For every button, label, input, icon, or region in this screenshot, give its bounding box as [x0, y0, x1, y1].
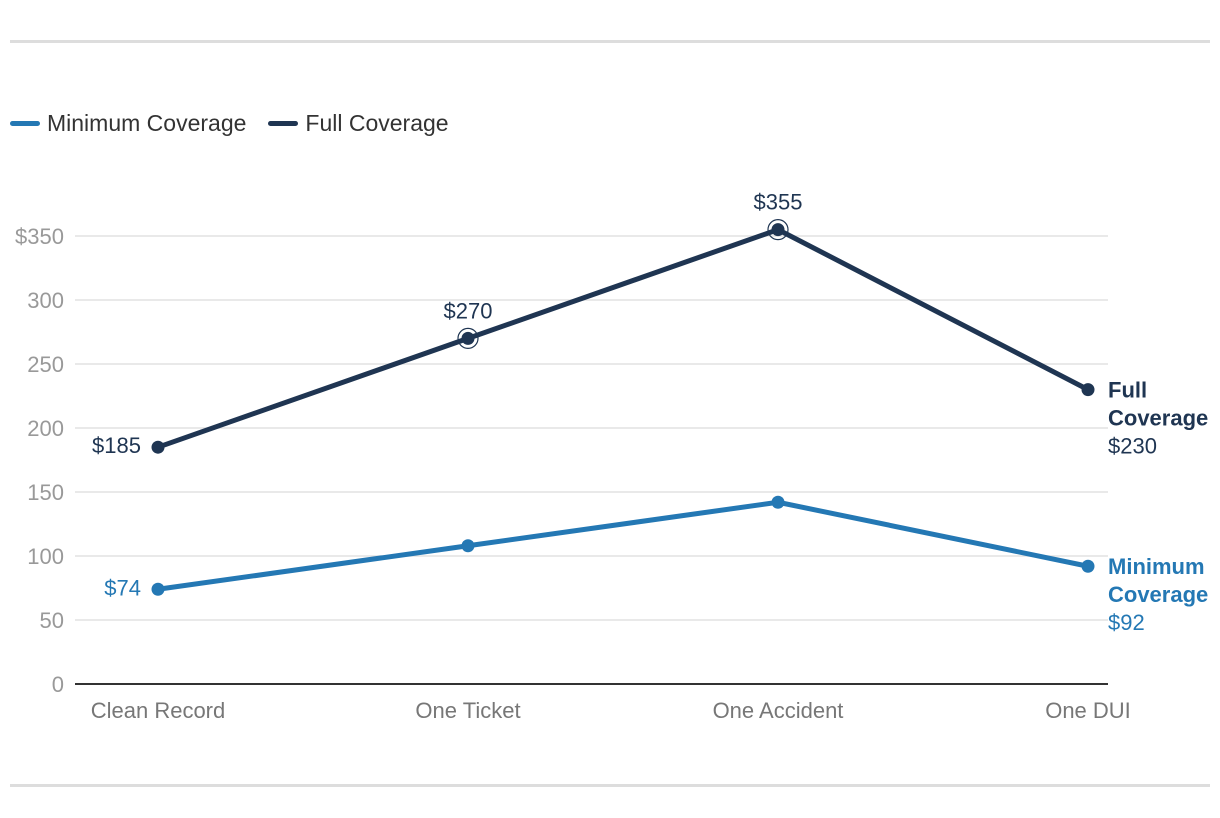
- data-point-minimum-coverage-one-ticket[interactable]: [461, 539, 475, 553]
- data-label-full-coverage-one-ticket: $270: [444, 298, 493, 323]
- data-point-full-coverage-one-ticket[interactable]: [461, 331, 475, 345]
- y-tick-label-50: 50: [40, 608, 64, 633]
- point-halo-full-coverage-1: [457, 327, 479, 349]
- y-tick-label-100: 100: [27, 544, 64, 569]
- bottom-divider: [10, 784, 1210, 787]
- data-point-minimum-coverage-clean-record[interactable]: [151, 582, 165, 596]
- end-label-minimum-coverage-line2: Coverage: [1108, 582, 1208, 607]
- y-tick-label-300: 300: [27, 288, 64, 313]
- series-line-minimum-coverage: [155, 499, 1091, 592]
- legend-label-minimum-coverage: Minimum Coverage: [47, 110, 247, 136]
- legend-swatch-full-coverage: [268, 121, 299, 126]
- x-tick-label-one-ticket: One Ticket: [415, 698, 520, 723]
- legend: Minimum Coverage Full Coverage: [10, 110, 449, 137]
- x-tick-label-one-accident: One Accident: [713, 698, 844, 723]
- end-label-full-coverage-line1: Full: [1108, 378, 1147, 403]
- legend-label-full-coverage: Full Coverage: [305, 110, 449, 136]
- data-label-full-coverage-one-accident: $355: [754, 190, 803, 215]
- legend-item-minimum-coverage[interactable]: Minimum Coverage: [10, 110, 246, 137]
- data-point-full-coverage-one-dui[interactable]: [1081, 383, 1095, 397]
- y-tick-label-350: $350: [15, 224, 64, 249]
- y-tick-label-0: 0: [52, 672, 64, 697]
- data-label-minimum-coverage-clean-record: $74: [104, 575, 141, 600]
- x-tick-label-one-dui: One DUI: [1045, 698, 1131, 723]
- data-label-full-coverage-clean-record: $185: [92, 433, 141, 458]
- end-value-full-coverage: $230: [1108, 434, 1157, 459]
- y-tick-label-150: 150: [27, 480, 64, 505]
- point-halo-full-coverage-2: [767, 219, 789, 241]
- top-divider: [10, 40, 1210, 43]
- data-point-full-coverage-clean-record[interactable]: [151, 440, 165, 454]
- end-label-full-coverage-line2: Coverage: [1108, 406, 1208, 431]
- y-tick-label-200: 200: [27, 416, 64, 441]
- end-label-minimum-coverage-line1: Minimum: [1108, 554, 1205, 579]
- data-point-minimum-coverage-one-accident[interactable]: [771, 495, 785, 509]
- legend-item-full-coverage[interactable]: Full Coverage: [268, 110, 449, 137]
- y-tick-label-250: 250: [27, 352, 64, 377]
- x-tick-label-clean-record: Clean Record: [91, 698, 226, 723]
- series-line-full-coverage: [155, 227, 1091, 450]
- data-point-minimum-coverage-one-dui[interactable]: [1081, 559, 1095, 573]
- end-value-minimum-coverage: $92: [1108, 610, 1145, 635]
- data-point-full-coverage-one-accident[interactable]: [771, 223, 785, 237]
- legend-swatch-minimum-coverage: [10, 121, 40, 126]
